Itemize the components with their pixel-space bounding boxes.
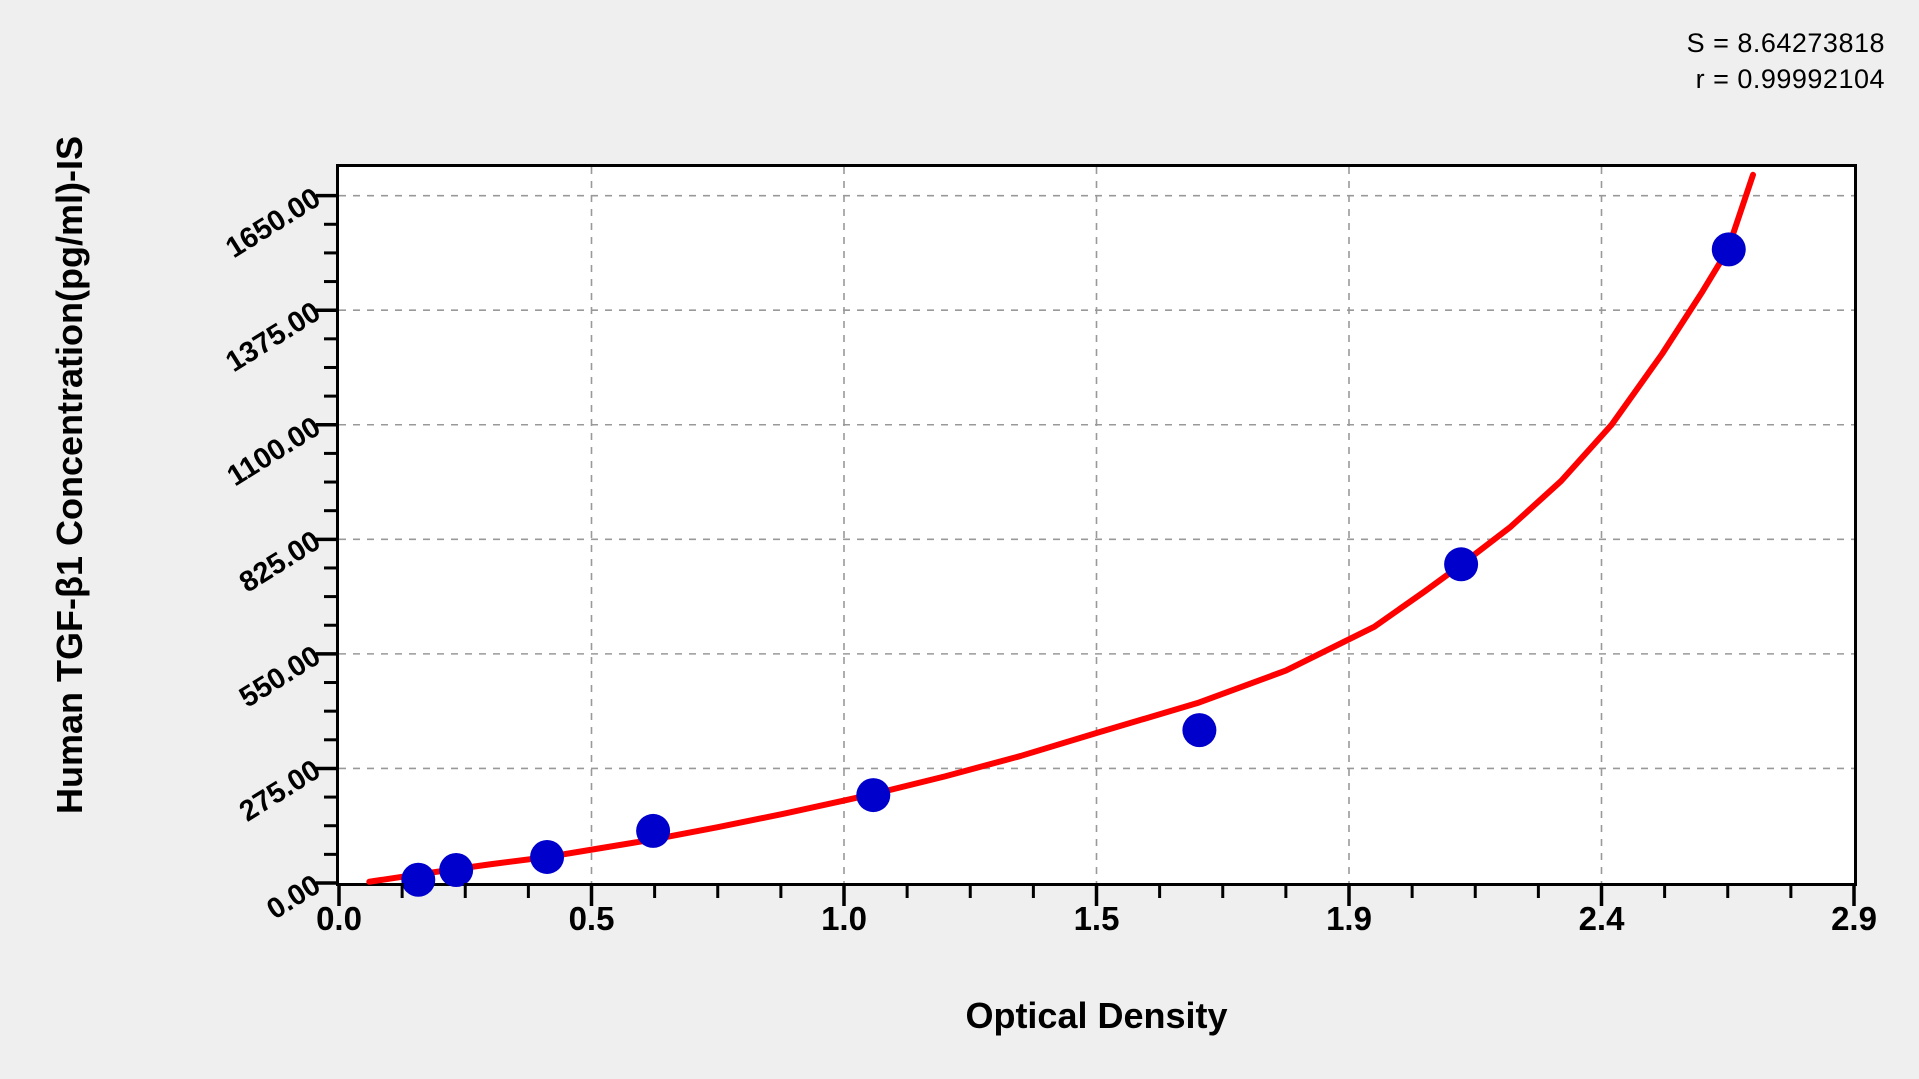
- y-tick-label: 550.00: [234, 639, 327, 715]
- x-tick-label: 2.9: [1831, 900, 1877, 937]
- x-axis-title: Optical Density: [965, 995, 1228, 1036]
- data-point-marker: [856, 778, 891, 813]
- x-tick-label: 0.5: [568, 900, 615, 937]
- x-tick-label: 1.9: [1326, 900, 1372, 937]
- r-value-text: r = 0.99992104: [1695, 63, 1885, 94]
- y-tick-label: 1650.00: [220, 181, 327, 265]
- x-tick-label: 2.4: [1578, 900, 1625, 937]
- y-tick-label: 275.00: [234, 754, 327, 829]
- plot-area: [336, 164, 1857, 897]
- y-tick-label: 1100.00: [221, 410, 327, 493]
- x-tick-label: 1.5: [1073, 900, 1120, 937]
- fit-curve: [366, 171, 1756, 885]
- data-point-marker: [636, 813, 671, 848]
- x-tick-label: 0.0: [316, 900, 362, 937]
- data-point-marker: [401, 862, 436, 897]
- data-point-marker: [439, 853, 474, 887]
- data-point-marker: [530, 839, 565, 874]
- s-value-text: S = 8.64273818: [1686, 28, 1885, 58]
- stats-annotation: S = 8.64273818 r = 0.99992104: [1687, 26, 1885, 97]
- y-tick-label: 1375.00: [220, 296, 327, 379]
- y-axis-title: Human TGF-β1 Concentration(pg/ml)-IS: [49, 136, 90, 814]
- plot-canvas: [339, 167, 1854, 897]
- data-point-marker: [1444, 547, 1479, 582]
- fit-curve-path: [366, 171, 1756, 885]
- data-point-marker: [1711, 232, 1746, 267]
- y-tick-label: 825.00: [234, 525, 327, 600]
- x-tick-label: 1.0: [821, 900, 867, 937]
- data-point-marker: [1182, 713, 1217, 748]
- gridlines: [339, 167, 1854, 883]
- data-points: [401, 232, 1746, 897]
